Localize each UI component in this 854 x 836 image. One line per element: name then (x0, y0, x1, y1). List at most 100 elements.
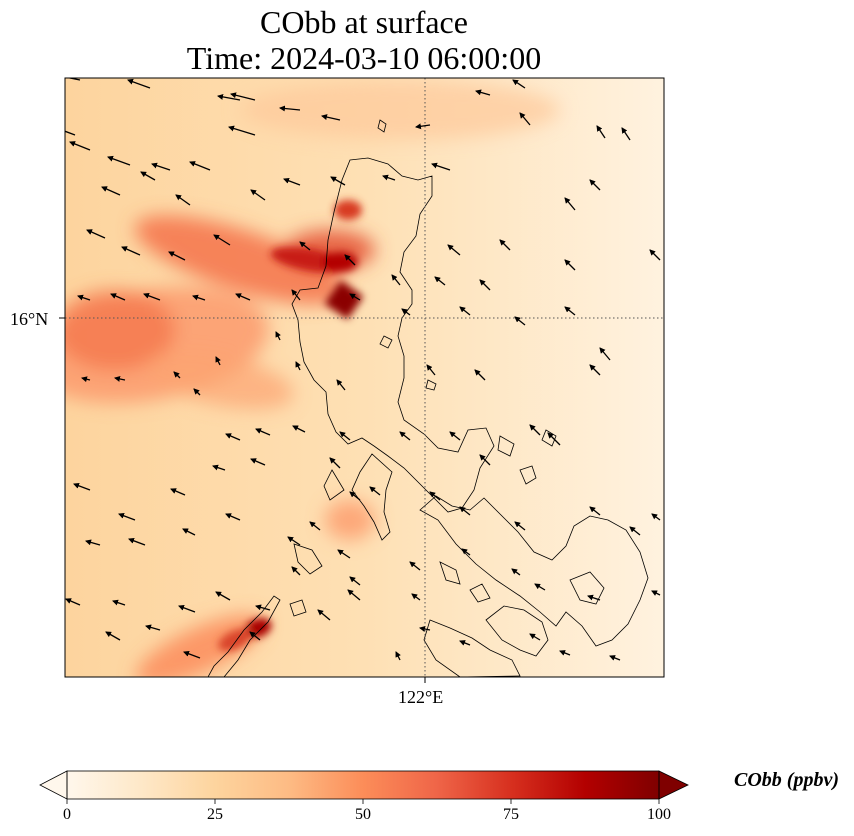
wind-arrow (212, 464, 226, 471)
wind-arrow (173, 371, 181, 379)
wind-arrow (215, 591, 231, 601)
wind-arrow (596, 125, 606, 139)
wind-arrow (564, 259, 576, 271)
wind-arrow (225, 433, 241, 441)
wind-arrow (369, 486, 381, 496)
wind-arrow (283, 177, 301, 186)
colorbar-units: CObb (ppbv) (734, 769, 839, 791)
lon-label: 122°E (398, 687, 444, 707)
wind-arrow (589, 364, 601, 376)
map-frame (64, 77, 665, 678)
wind-arrow (249, 631, 261, 641)
wind-arrow (299, 241, 311, 251)
wind-arrow (349, 576, 361, 586)
wind-arrow (292, 425, 306, 433)
wind-arrow (140, 171, 156, 181)
wind-arrow (321, 114, 341, 121)
wind-arrow (349, 491, 361, 501)
wind-arrow (587, 594, 601, 601)
wind-arrow (474, 369, 486, 381)
wind-arrow (395, 651, 401, 661)
wind-arrow (309, 521, 321, 531)
wind-arrow (291, 289, 301, 301)
wind-arrow (143, 292, 161, 301)
wind-arrow (77, 294, 91, 301)
wind-arrow (344, 254, 356, 266)
wind-arrow (649, 249, 661, 261)
colorbar-tick-label: 75 (503, 806, 519, 823)
wind-arrow (291, 566, 301, 576)
wind-arrow (235, 293, 251, 301)
wind-arrow (128, 537, 146, 546)
colorbar-tick-label: 50 (355, 806, 371, 823)
wind-arrow (431, 162, 451, 171)
colorbar-gradient (67, 771, 659, 799)
colorbar-tick-label: 0 (63, 806, 71, 823)
wind-arrow (86, 229, 106, 239)
wind-arrow (459, 640, 471, 646)
wind-arrow (401, 308, 411, 316)
wind-arrow (529, 424, 541, 436)
wind-arrow (73, 482, 91, 491)
wind-arrow (105, 631, 121, 641)
wind-arrow (399, 431, 411, 441)
wind-arrow (110, 293, 126, 301)
wind-arrow (434, 276, 446, 286)
wind-arrow (459, 506, 471, 516)
wind-arrow (295, 361, 301, 371)
wind-arrow (519, 112, 531, 126)
wind-arrow (514, 521, 526, 531)
wind-arrow (512, 79, 526, 89)
wind-arrow (213, 234, 231, 246)
wind-arrow (107, 155, 131, 166)
wind-arrow (65, 130, 76, 136)
wind-arrow (217, 93, 241, 101)
wind-arrow (514, 316, 526, 326)
wind-arrow (330, 176, 346, 186)
colorbar-tick-label: 100 (647, 806, 671, 823)
wind-arrow (255, 428, 271, 436)
wind-arrow (411, 593, 421, 601)
map-title: CObb at surface (260, 4, 468, 40)
wind-arrow (534, 583, 546, 591)
wind-arrow (183, 650, 201, 659)
wind-arrow (609, 655, 621, 661)
lat-label: 16°N (10, 309, 49, 329)
wind-arrow (250, 189, 266, 201)
wind-arrow (479, 454, 491, 466)
wind-arrow (415, 123, 431, 130)
wind-arrow (347, 589, 361, 601)
wind-arrow (287, 536, 301, 546)
wind-arrow (475, 89, 491, 96)
wind-arrow (225, 513, 241, 521)
wind-arrow (228, 125, 256, 136)
wind-arrow (101, 186, 121, 196)
wind-arrow (170, 488, 186, 496)
wind-arrow (429, 491, 441, 501)
wind-arrow (529, 633, 541, 641)
wind-arrow (426, 364, 436, 376)
wind-arrow (461, 548, 471, 556)
wind-vectors (65, 78, 661, 661)
wind-arrow (317, 609, 331, 621)
wind-arrow (275, 331, 281, 341)
colorbar-extend-max (658, 770, 689, 800)
wind-arrow (547, 432, 561, 446)
wind-arrow (329, 457, 341, 469)
wind-arrow (349, 293, 361, 301)
wind-arrow (391, 274, 401, 286)
wind-arrow (279, 105, 301, 112)
wind-arrow (499, 239, 511, 251)
wind-arrow (255, 604, 271, 611)
wind-arrow (118, 512, 136, 521)
wind-arrow (511, 568, 521, 576)
wind-arrow (564, 306, 576, 316)
wind-arrow (599, 347, 611, 361)
wind-arrow (559, 650, 571, 656)
wind-arrow (85, 539, 101, 546)
wind-arrow (339, 431, 351, 441)
wind-arrow (336, 379, 346, 391)
wind-arrow (127, 78, 151, 89)
wind-arrow (651, 513, 661, 521)
